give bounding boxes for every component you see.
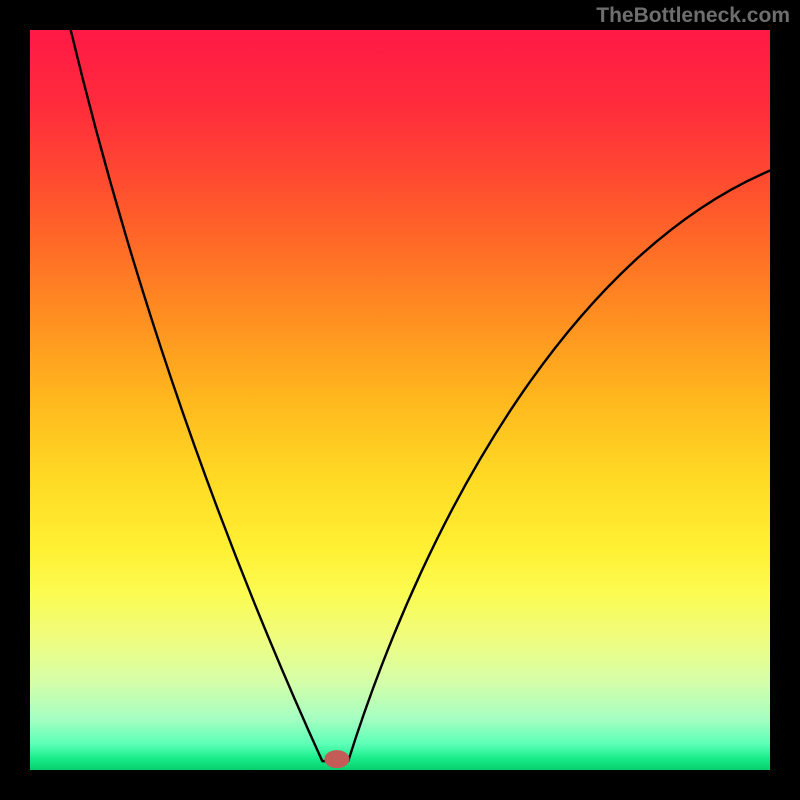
curve-path <box>71 30 770 761</box>
watermark-text: TheBottleneck.com <box>596 4 790 28</box>
bottleneck-curve <box>30 30 770 770</box>
optimum-marker <box>325 750 350 768</box>
plot-area <box>30 30 770 770</box>
